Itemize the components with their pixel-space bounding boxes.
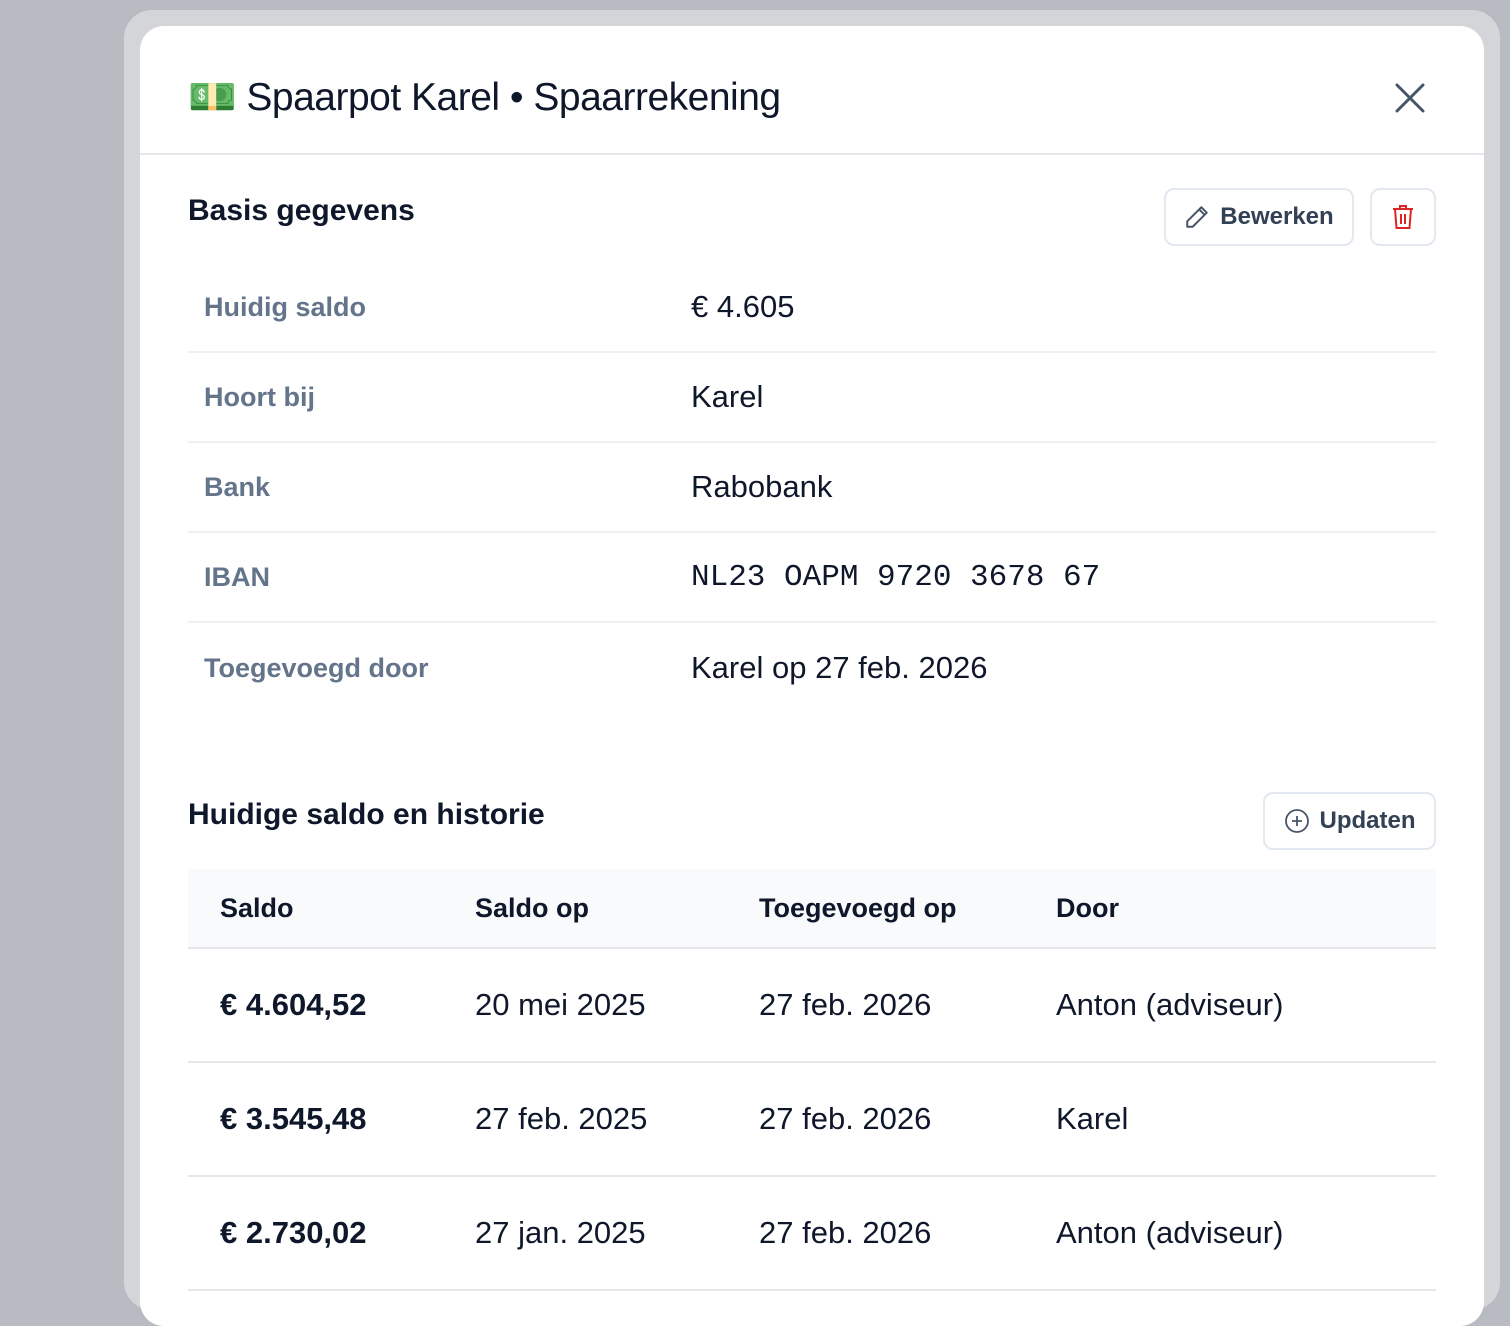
- detail-row: Huidig saldo € 4.605: [188, 263, 1436, 353]
- modal-header: 💵 Spaarpot Karel • Spaarrekening: [140, 26, 1484, 155]
- table-cell: € 3.545,48: [220, 1101, 367, 1136]
- table-cell: 27 feb. 2026: [759, 1101, 932, 1136]
- pencil-icon: [1186, 206, 1209, 228]
- detail-row: Bank Rabobank: [188, 443, 1436, 533]
- column-header: Door: [1056, 892, 1119, 923]
- close-button[interactable]: [1394, 82, 1426, 114]
- detail-value: Rabobank: [691, 469, 833, 504]
- detail-label: IBAN: [204, 561, 270, 592]
- detail-value: NL23 OAPM 9720 3678 67: [691, 559, 1101, 595]
- table-cell: 20 mei 2025: [475, 987, 646, 1022]
- table-cell: € 2.730,02: [220, 1215, 367, 1250]
- button-label: Bewerken: [1220, 203, 1334, 230]
- column-header: Toegevoegd op: [759, 892, 957, 923]
- history-table: Saldo Saldo op Toegevoegd op Door € 4.604,52…: [188, 869, 1436, 1291]
- detail-value: Karel op 27 feb. 2026: [691, 650, 988, 685]
- table-cell: 27 feb. 2026: [759, 1215, 932, 1250]
- button-label: Updaten: [1319, 807, 1416, 834]
- detail-label: Bank: [204, 471, 271, 502]
- update-button[interactable]: Updaten: [1263, 792, 1436, 850]
- table-cell: Karel: [1056, 1101, 1129, 1136]
- title-text: Spaarpot Karel • Spaarrekening: [246, 76, 781, 119]
- column-header: Saldo op: [475, 892, 589, 923]
- plus-icon: [1284, 809, 1309, 833]
- page: 💵 Spaarpot Karel • Spaarrekening Basis g…: [124, 10, 1500, 1326]
- table-cell: € 4.604,52: [220, 987, 367, 1022]
- table-cell: Anton (adviseur): [1056, 1215, 1284, 1250]
- table-cell: 27 jan. 2025: [475, 1215, 646, 1250]
- detail-value: Karel: [691, 379, 764, 414]
- table-cell: 27 feb. 2025: [475, 1101, 648, 1136]
- trash-icon: [1393, 205, 1413, 229]
- table-header: Saldo Saldo op Toegevoegd op Door: [188, 869, 1436, 949]
- delete-button[interactable]: [1370, 188, 1436, 246]
- column-header: Saldo: [220, 892, 294, 923]
- detail-row: Toegevoegd door Karel op 27 feb. 2026: [188, 623, 1436, 713]
- detail-label: Toegevoegd door: [204, 652, 429, 683]
- table-row: € 2.730,02 27 jan. 2025 27 feb. 2026 Anton …: [188, 1177, 1436, 1291]
- modal-title: 💵 Spaarpot Karel • Spaarrekening: [188, 74, 781, 120]
- section-title: Huidige saldo en historie: [188, 798, 545, 831]
- table-row: € 4.604,52 20 mei 2025 27 feb. 2026 Anton (…: [188, 949, 1436, 1063]
- detail-label: Huidig saldo: [204, 291, 366, 322]
- edit-button[interactable]: Bewerken: [1164, 188, 1354, 246]
- table-cell: Anton (adviseur): [1056, 987, 1284, 1022]
- details-list: Huidig saldo € 4.605 Hoort bij Karel Bank Rab…: [188, 263, 1436, 713]
- table-cell: 27 feb. 2026: [759, 987, 932, 1022]
- modal: 💵 Spaarpot Karel • Spaarrekening Basis g…: [140, 26, 1484, 1326]
- detail-row: Hoort bij Karel: [188, 353, 1436, 443]
- title-icon: 💵: [188, 76, 237, 119]
- detail-value: € 4.605: [691, 289, 795, 324]
- section-title: Basis gegevens: [188, 194, 415, 227]
- detail-row: IBAN NL23 OAPM 9720 3678 67: [188, 533, 1436, 623]
- detail-label: Hoort bij: [204, 381, 315, 412]
- table-row: € 3.545,48 27 feb. 2025 27 feb. 2026 Karel: [188, 1063, 1436, 1177]
